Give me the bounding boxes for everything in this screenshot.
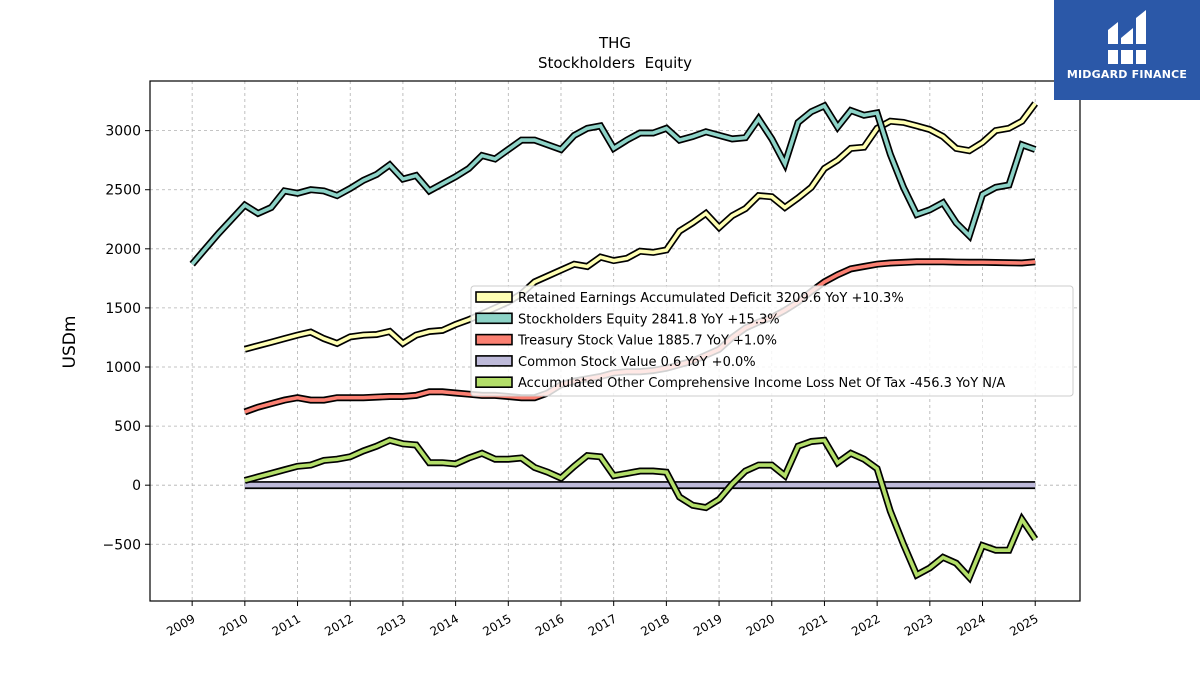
x-tick-label: 2015: [480, 611, 513, 638]
x-tick-label: 2020: [744, 611, 777, 638]
legend-swatch-0: [475, 291, 513, 303]
legend-label-3: Common Stock Value 0.6 YoY +0.0%: [518, 355, 756, 370]
chart-title: THG: [598, 34, 631, 52]
series-line-1: [190, 103, 1036, 266]
x-tick-label: 2021: [796, 611, 829, 638]
x-tick-label: 2013: [375, 611, 408, 638]
y-tick-label: 1500: [105, 301, 141, 317]
legend-label-1: Stockholders Equity 2841.8 YoY +15.3%: [518, 312, 780, 327]
x-tick-label: 2012: [322, 611, 355, 638]
legend-label-0: Retained Earnings Accumulated Deficit 32…: [518, 291, 904, 306]
y-tick-label: 2000: [105, 242, 141, 258]
y-tick-label: 500: [114, 419, 141, 435]
legend-label-2: Treasury Stock Value 1885.7 YoY +1.0%: [517, 334, 777, 349]
legend-swatch-2: [475, 333, 513, 346]
x-tick-label: 2017: [586, 611, 619, 638]
chart-subtitle: Stockholders Equity: [538, 54, 692, 72]
series-group: [189, 101, 1039, 584]
x-tick-label: 2014: [428, 611, 461, 638]
x-tick-label: 2023: [902, 611, 935, 638]
legend-box: [470, 285, 1074, 397]
y-tick-label: 0: [132, 478, 141, 494]
legend-label-4: Accumulated Other Comprehensive Income L…: [518, 376, 1005, 391]
y-axis-label: USDm: [60, 316, 80, 369]
series-outline-4: [243, 436, 1039, 584]
series-line-0: [244, 102, 1037, 352]
x-tick-label: 2018: [638, 611, 671, 638]
series-line-4: [244, 438, 1037, 581]
legend-swatch-4: [475, 376, 513, 389]
legend-swatch-3: [475, 355, 513, 367]
x-tick-label: 2009: [164, 611, 197, 638]
x-tick-label: 2011: [270, 611, 303, 638]
x-tick-label: 2010: [217, 611, 250, 638]
brand-logo: MIDGARD FINANCE: [1054, 0, 1200, 100]
x-tick-label: 2019: [691, 611, 724, 638]
legend-swatch-1: [475, 312, 513, 325]
brand-name: MIDGARD FINANCE: [1066, 68, 1188, 81]
y-tick-label: 3000: [105, 124, 141, 140]
legend: Retained Earnings Accumulated Deficit 32…: [470, 285, 1074, 397]
y-tick-label: 2500: [105, 183, 141, 199]
x-tick-label: 2025: [1007, 611, 1040, 638]
x-tick-label: 2022: [849, 611, 882, 638]
logo-mark-icon: [1108, 10, 1146, 64]
y-tick-label: 1000: [105, 360, 141, 376]
x-tick-label: 2016: [533, 611, 566, 638]
x-tick-label: 2024: [955, 611, 988, 638]
plot-frame: [149, 80, 1081, 602]
y-tick-label: −500: [103, 537, 141, 553]
